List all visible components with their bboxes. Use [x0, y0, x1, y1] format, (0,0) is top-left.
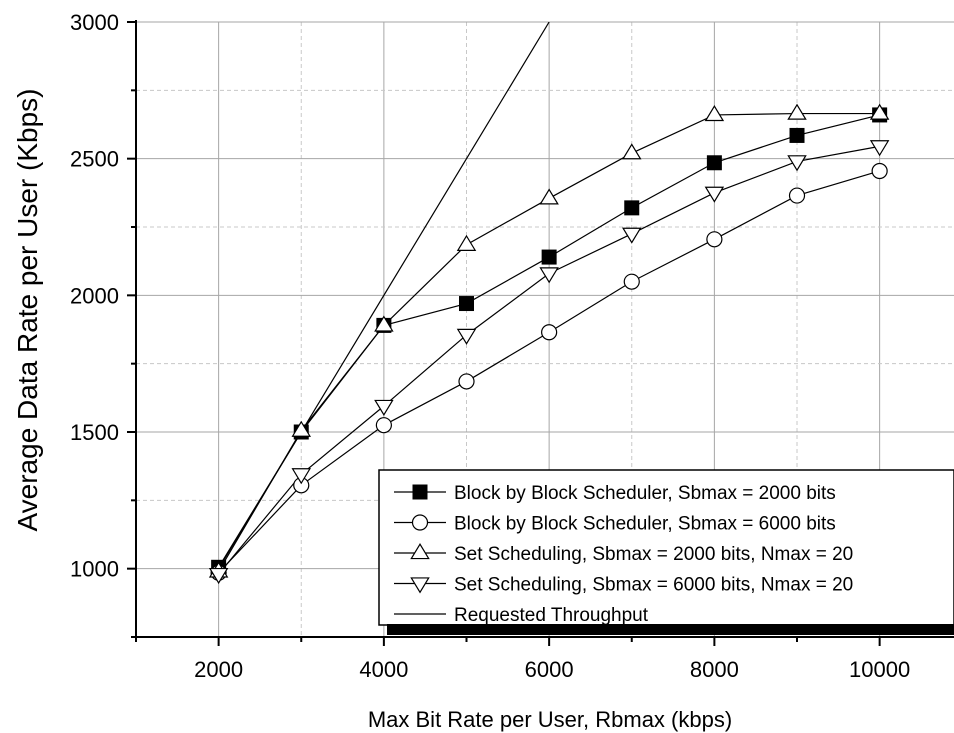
triangle-down-marker: [869, 140, 890, 157]
open-circle-marker: [871, 162, 888, 180]
series-group: [208, 22, 890, 585]
y-tick-label: 2000: [70, 283, 119, 308]
legend: Block by Block Scheduler, Sbmax = 2000 b…: [378, 469, 954, 626]
y-tick-label: 2500: [70, 147, 119, 172]
triangle-up-marker: [787, 103, 807, 120]
triangle-up-marker: [539, 188, 559, 205]
legend-label: Requested Throughput: [454, 605, 649, 626]
filled-square-marker: [624, 200, 640, 216]
open-circle-marker: [788, 187, 806, 204]
open-circle-marker: [623, 273, 640, 290]
axes: [127, 20, 954, 646]
triangle-down-marker: [291, 468, 311, 485]
triangle-down-marker: [704, 186, 725, 203]
legend-triangle-down-marker: [410, 577, 430, 594]
open-circle-marker: [706, 231, 723, 248]
y-tick-label: 1500: [70, 420, 119, 445]
legend-filled-square-marker: [412, 484, 428, 500]
triangle-up-marker: [704, 104, 725, 122]
triangle-up-marker: [456, 234, 477, 251]
x-axis-title: Max Bit Rate per User, Rbmax (kbps): [368, 707, 732, 732]
triangle-down-marker: [622, 227, 642, 244]
legend-open-circle-marker: [411, 514, 429, 531]
x-tick-label: 4000: [359, 657, 408, 682]
tick-labels: 2000 4000 6000 8000 10000 1000 1500 2000 2500 300…: [70, 10, 910, 682]
triangle-up-marker: [374, 315, 394, 332]
series-clip-group: [208, 22, 890, 585]
triangle-up-marker: [869, 103, 890, 120]
filled-square-marker: [459, 296, 475, 312]
triangle-down-marker: [456, 328, 477, 345]
y-tick-label: 1000: [70, 557, 119, 582]
legend-box: [378, 469, 954, 626]
legend-label: Set Scheduling, Sbmax = 2000 bits, Nmax …: [454, 544, 853, 565]
triangle-up-marker: [291, 420, 311, 437]
series-line-5: [218, 22, 550, 569]
legend-label: Set Scheduling, Sbmax = 6000 bits, Nmax …: [454, 575, 853, 596]
legend-label: Block by Block Scheduler, Sbmax = 6000 b…: [454, 514, 836, 535]
filled-square-marker: [541, 249, 557, 265]
triangle-down-marker: [539, 267, 559, 284]
x-tick-label: 8000: [690, 657, 739, 682]
x-tick-label: 10000: [849, 657, 910, 682]
triangle-up-marker: [622, 143, 642, 160]
triangle-down-marker: [787, 155, 807, 172]
triangle-down-marker: [374, 399, 394, 416]
filled-square-marker: [706, 155, 722, 171]
legend-triangle-up-marker: [410, 543, 430, 560]
filled-square-marker: [789, 127, 805, 143]
y-tick-label: 3000: [70, 10, 119, 35]
triangle-down-marker: [208, 567, 229, 585]
legend-label: Block by Block Scheduler, Sbmax = 2000 b…: [454, 483, 836, 504]
x-tick-label: 2000: [194, 657, 243, 682]
open-circle-marker: [375, 417, 392, 434]
x-tick-label: 6000: [525, 657, 574, 682]
y-axis-title: Average Data Rate per User (Kbps): [12, 88, 43, 531]
axis-overlay-bar: [387, 624, 954, 635]
open-circle-marker: [458, 373, 475, 390]
open-circle-marker: [541, 324, 558, 341]
